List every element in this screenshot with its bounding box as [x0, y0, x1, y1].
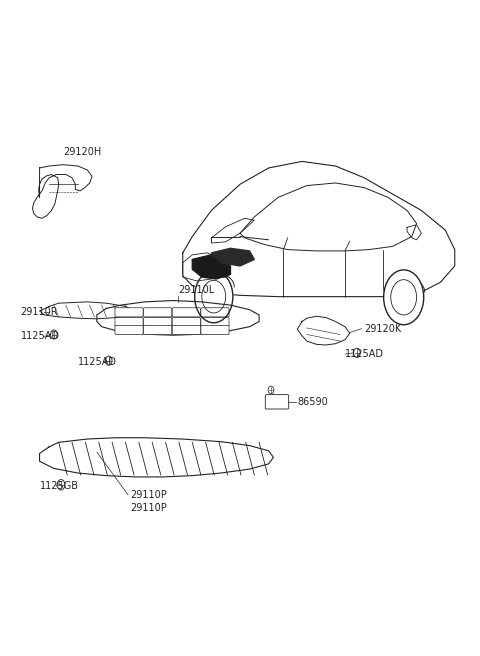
- Polygon shape: [192, 255, 230, 279]
- FancyBboxPatch shape: [172, 308, 200, 317]
- FancyBboxPatch shape: [265, 395, 288, 409]
- Text: 29110R: 29110R: [21, 307, 58, 318]
- FancyBboxPatch shape: [172, 318, 200, 327]
- FancyBboxPatch shape: [115, 325, 143, 335]
- Circle shape: [384, 270, 424, 325]
- Text: 1125AD: 1125AD: [78, 357, 117, 367]
- FancyBboxPatch shape: [201, 308, 229, 317]
- FancyBboxPatch shape: [115, 318, 143, 327]
- Text: 29120H: 29120H: [63, 147, 102, 157]
- Text: 1125GB: 1125GB: [39, 481, 79, 491]
- FancyBboxPatch shape: [115, 308, 143, 317]
- Text: 86590: 86590: [297, 397, 328, 407]
- Text: 29120K: 29120K: [364, 323, 401, 334]
- Text: 29110L: 29110L: [178, 285, 214, 295]
- Text: 1125AD: 1125AD: [21, 331, 60, 342]
- FancyBboxPatch shape: [144, 318, 172, 327]
- FancyBboxPatch shape: [201, 325, 229, 335]
- FancyBboxPatch shape: [172, 325, 200, 335]
- FancyBboxPatch shape: [201, 318, 229, 327]
- Polygon shape: [211, 249, 254, 266]
- Circle shape: [195, 270, 233, 323]
- FancyBboxPatch shape: [144, 308, 172, 317]
- FancyBboxPatch shape: [144, 325, 172, 335]
- Text: 29110P: 29110P: [130, 502, 167, 512]
- Text: 1125AD: 1125AD: [345, 349, 384, 359]
- Text: 29110P: 29110P: [130, 489, 167, 500]
